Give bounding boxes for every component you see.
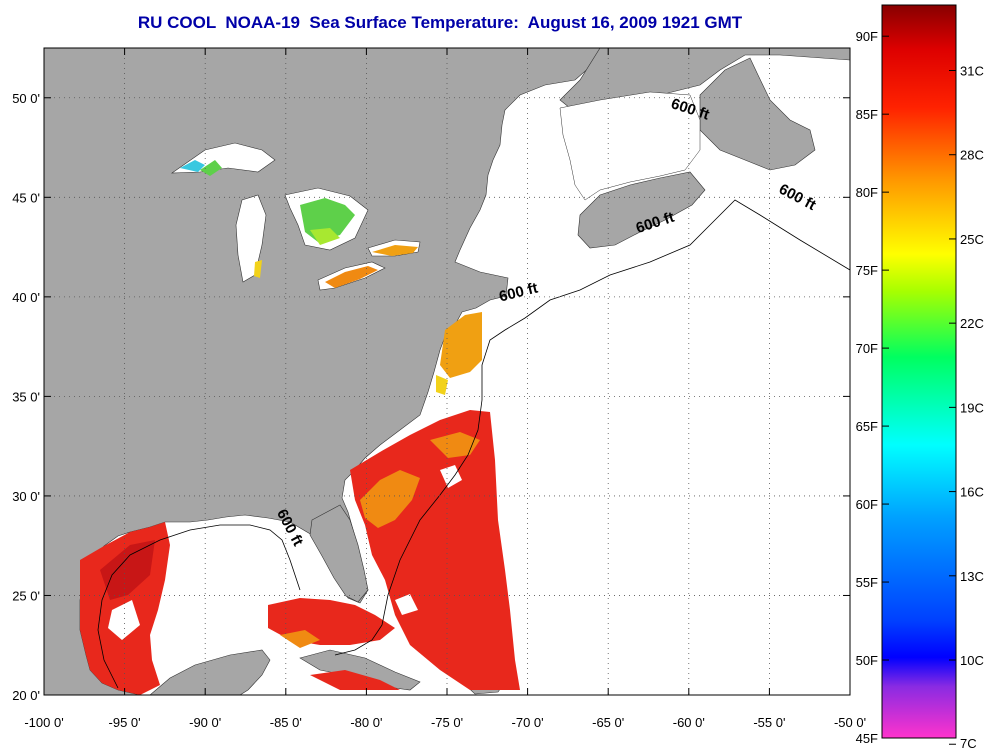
colorbar	[881, 4, 957, 739]
lon-tick-label: -100 0'	[24, 715, 63, 730]
lat-tick-label: 35 0'	[12, 389, 40, 404]
lat-tick-label: 50 0'	[12, 91, 40, 106]
lat-tick-label: 25 0'	[12, 588, 40, 603]
colorbar-label-c: 28C	[960, 148, 984, 163]
lon-tick-label: -65 0'	[592, 715, 624, 730]
colorbar-label-f: 45F	[856, 731, 878, 746]
colorbar-label-f: 65F	[856, 419, 878, 434]
colorbar-label-f: 70F	[856, 341, 878, 356]
colorbar-label-c: 10C	[960, 653, 984, 668]
lon-tick-label: -50 0'	[834, 715, 866, 730]
land-newfoundland	[699, 57, 816, 171]
lon-tick-label: -55 0'	[753, 715, 785, 730]
longitude-axis: -100 0' -95 0' -90 0' -85 0' -80 0' -75 0' -70…	[24, 48, 866, 730]
colorbar-label-c: 7C	[960, 736, 977, 751]
colorbar-label-f: 50F	[856, 653, 878, 668]
colorbar-label-f: 90F	[856, 29, 878, 44]
colorbar-label-f: 55F	[856, 575, 878, 590]
colorbar-label-f: 85F	[856, 107, 878, 122]
lat-tick-label: 45 0'	[12, 190, 40, 205]
lon-tick-label: -80 0'	[350, 715, 382, 730]
contour-600ft	[97, 199, 850, 689]
colorbar-label-c: 16C	[960, 485, 984, 500]
colorbar-label-c: 22C	[960, 316, 984, 331]
land-yucatan	[149, 649, 271, 695]
colorbar-label-c: 31C	[960, 64, 984, 79]
lon-tick-label: -90 0'	[189, 715, 221, 730]
lon-tick-label: -95 0'	[109, 715, 141, 730]
colorbar-label-c: 13C	[960, 569, 984, 584]
colorbar-labels: 90F 85F 80F 75F 70F 65F 60F 55F 50F 45F 31C 28C 25C 2…	[856, 29, 984, 751]
lon-tick-label: -60 0'	[673, 715, 705, 730]
lon-tick-label: -85 0'	[270, 715, 302, 730]
lon-tick-label: -75 0'	[431, 715, 463, 730]
lat-tick-label: 20 0'	[12, 688, 40, 703]
colorbar-label-c: 25C	[960, 232, 984, 247]
land-maritimes	[577, 171, 706, 249]
land-florida	[309, 504, 369, 603]
lon-tick-label: -70 0'	[512, 715, 544, 730]
lat-tick-label: 40 0'	[12, 290, 40, 305]
latitude-axis: 20 0' 25 0' 30 0' 35 0' 40 0' 45 0' 50 0'	[12, 91, 850, 703]
lat-tick-label: 30 0'	[12, 489, 40, 504]
gulf-st-lawrence	[559, 91, 701, 201]
colorbar-label-f: 80F	[856, 185, 878, 200]
colorbar-label-f: 60F	[856, 497, 878, 512]
map-title: RU COOL NOAA-19 Sea Surface Temperature:…	[137, 13, 743, 32]
colorbar-label-f: 75F	[856, 263, 878, 278]
colorbar-label-c: 19C	[960, 400, 984, 415]
